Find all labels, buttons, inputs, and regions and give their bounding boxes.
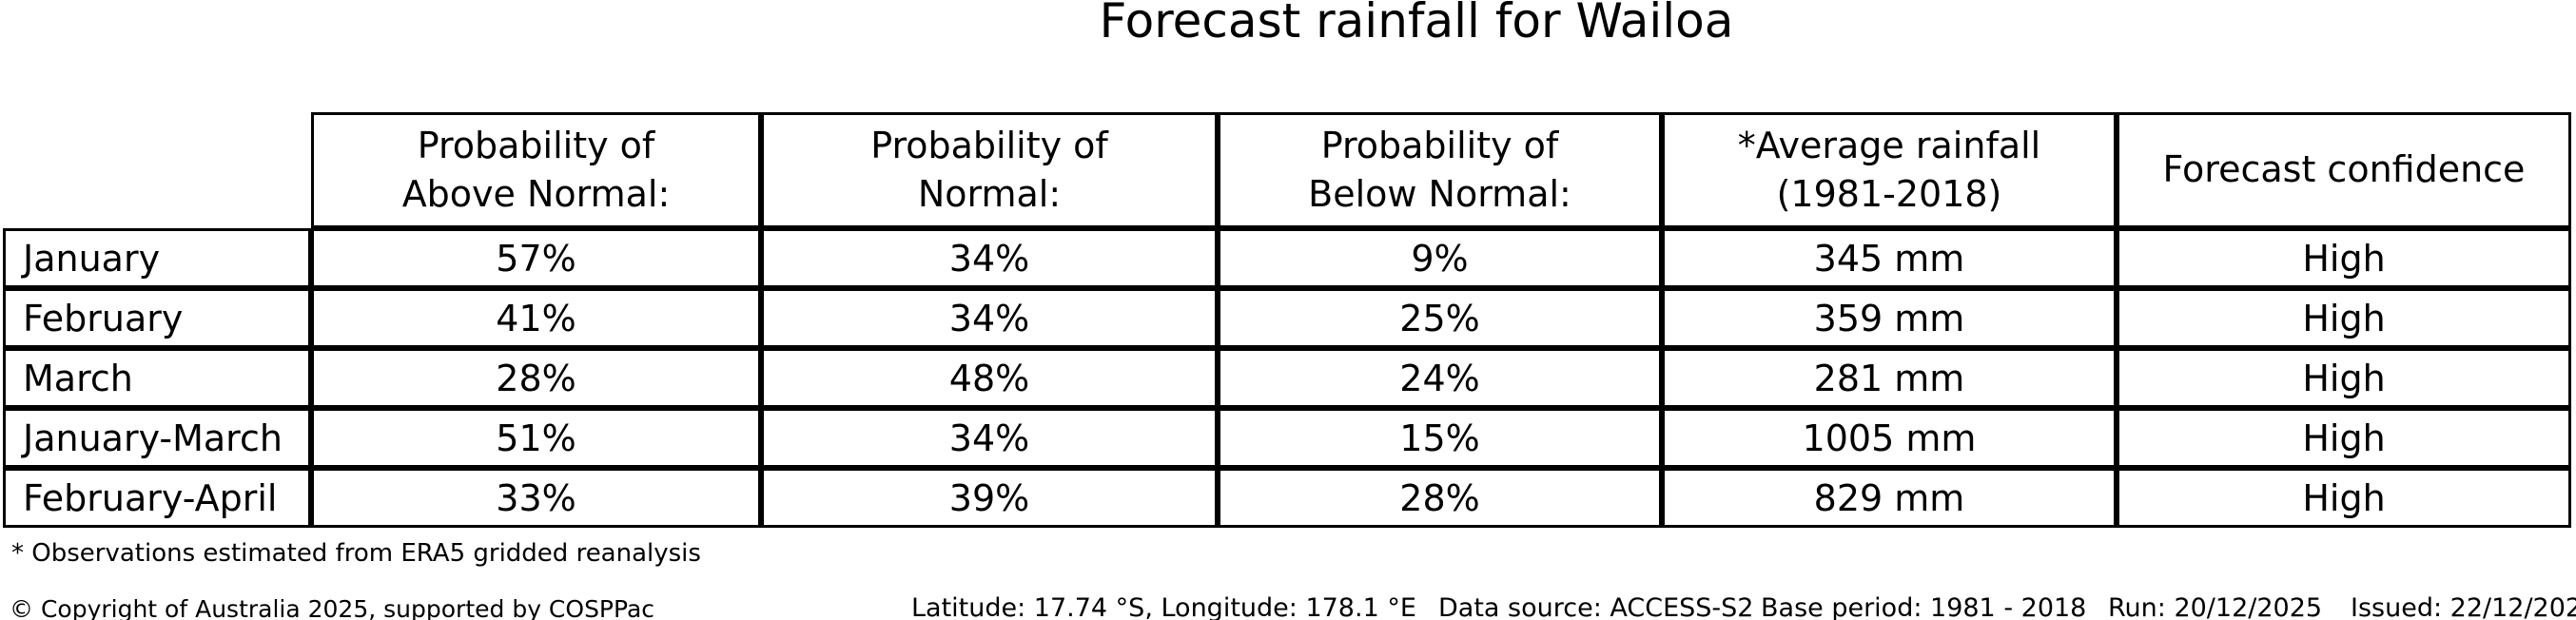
- cell-forecast-confidence: High: [2117, 228, 2571, 288]
- cell-average-rainfall: 345 mm: [1662, 228, 2117, 288]
- data-source-text: Data source: ACCESS-S2: [1438, 593, 1754, 620]
- cell-forecast-confidence: High: [2117, 468, 2571, 528]
- header-forecast-confidence: Forecast confidence: [2117, 112, 2571, 228]
- header-average-rainfall: *Average rainfall (1981-2018): [1662, 112, 2117, 228]
- copyright-text: © Copyright of Australia 2025, supported…: [10, 595, 655, 620]
- cell-prob-below-normal: 24%: [1218, 348, 1662, 408]
- base-period-text: Base period: 1981 - 2018: [1761, 593, 2087, 620]
- cell-prob-above-normal: 33%: [311, 468, 761, 528]
- blank-header-cell: [3, 112, 311, 228]
- row-label-period: January: [3, 228, 311, 288]
- table-row: February 41% 34% 25% 359 mm High: [3, 288, 2571, 348]
- cell-prob-above-normal: 28%: [311, 348, 761, 408]
- latitude-longitude-text: Latitude: 17.74 °S, Longitude: 178.1 °E: [911, 593, 1416, 620]
- observations-footnote: * Observations estimated from ERA5 gridd…: [11, 539, 701, 568]
- cell-prob-normal: 34%: [761, 288, 1218, 348]
- row-label-period: March: [3, 348, 311, 408]
- cell-average-rainfall: 1005 mm: [1662, 408, 2117, 468]
- table-row: February-April 33% 39% 28% 829 mm High: [3, 468, 2571, 528]
- header-prob-above-normal: Probability of Above Normal:: [311, 112, 761, 228]
- table-row: January-March 51% 34% 15% 1005 mm High: [3, 408, 2571, 468]
- run-date-text: Run: 20/12/2025: [2108, 593, 2323, 620]
- header-prob-below-normal: Probability of Below Normal:: [1218, 112, 1662, 228]
- header-prob-normal: Probability of Normal:: [761, 112, 1218, 228]
- cell-prob-normal: 34%: [761, 408, 1218, 468]
- cell-prob-above-normal: 51%: [311, 408, 761, 468]
- cell-forecast-confidence: High: [2117, 288, 2571, 348]
- cell-average-rainfall: 359 mm: [1662, 288, 2117, 348]
- cell-prob-below-normal: 9%: [1218, 228, 1662, 288]
- table-row: January 57% 34% 9% 345 mm High: [3, 228, 2571, 288]
- cell-prob-below-normal: 25%: [1218, 288, 1662, 348]
- cell-prob-normal: 48%: [761, 348, 1218, 408]
- page-title: Forecast rainfall for Wailoa: [1099, 0, 1734, 48]
- row-label-period: February-April: [3, 468, 311, 528]
- row-label-period: January-March: [3, 408, 311, 468]
- header-row: Probability of Above Normal: Probability…: [3, 112, 2571, 228]
- issued-date-text: Issued: 22/12/2025: [2351, 593, 2576, 620]
- cell-average-rainfall: 281 mm: [1662, 348, 2117, 408]
- cell-prob-below-normal: 28%: [1218, 468, 1662, 528]
- cell-forecast-confidence: High: [2117, 348, 2571, 408]
- cell-prob-normal: 34%: [761, 228, 1218, 288]
- cell-forecast-confidence: High: [2117, 408, 2571, 468]
- table-row: March 28% 48% 24% 281 mm High: [3, 348, 2571, 408]
- cell-prob-normal: 39%: [761, 468, 1218, 528]
- cell-prob-above-normal: 57%: [311, 228, 761, 288]
- forecast-table: Probability of Above Normal: Probability…: [3, 112, 2571, 528]
- row-label-period: February: [3, 288, 311, 348]
- cell-average-rainfall: 829 mm: [1662, 468, 2117, 528]
- cell-prob-above-normal: 41%: [311, 288, 761, 348]
- cell-prob-below-normal: 15%: [1218, 408, 1662, 468]
